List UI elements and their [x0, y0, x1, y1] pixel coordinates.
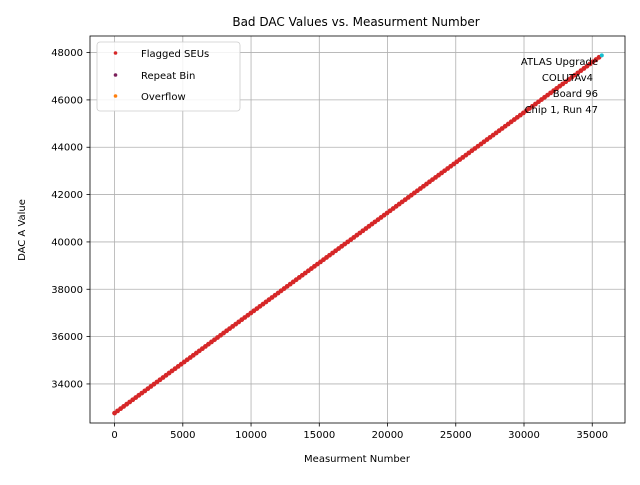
legend-marker-flagged-seus	[113, 51, 118, 55]
x-tick-label: 15000	[303, 430, 335, 441]
legend-label-overflow: Overflow	[141, 92, 186, 103]
annotation-line-4: Chip 1, Run 47	[525, 105, 598, 116]
x-axis-label: Measurment Number	[304, 454, 411, 465]
x-tick-label: 10000	[235, 430, 267, 441]
y-tick-label: 44000	[51, 143, 83, 154]
legend-marker-overflow	[113, 94, 118, 98]
y-tick-label: 34000	[51, 379, 83, 390]
x-tick-label: 20000	[372, 430, 404, 441]
y-tick-label: 36000	[51, 332, 83, 343]
tick-layer: 0 5000 10000 15000 20000 25000 30000 35000 34000…	[51, 48, 608, 441]
y-tick-label: 48000	[51, 48, 83, 59]
annotation-line-3: Board 96	[553, 89, 598, 100]
grid-layer	[90, 36, 625, 423]
plot-frame	[89, 35, 626, 424]
legend-box	[96, 41, 241, 112]
legend-marker-repeat-bin	[113, 73, 118, 77]
y-tick-label: 40000	[51, 237, 83, 248]
x-tick-label: 25000	[440, 430, 472, 441]
legend: Flagged SEUs Repeat Bin Overflow	[96, 41, 241, 112]
annotation-line-2: COLUTAv4	[542, 73, 593, 84]
y-axis-label: DAC A Value	[17, 199, 28, 261]
x-tick-label: 5000	[170, 430, 195, 441]
y-tick-label: 38000	[51, 285, 83, 296]
x-tick-label: 0	[111, 430, 117, 441]
annotation: ATLAS Upgrade COLUTAv4 Board 96 Chip 1, …	[521, 57, 598, 116]
legend-label-flagged-seus: Flagged SEUs	[141, 49, 209, 60]
data-point	[599, 53, 604, 58]
x-tick-label: 35000	[576, 430, 608, 441]
y-tick-label: 46000	[51, 95, 83, 106]
chart-title: Bad DAC Values vs. Measurment Number	[232, 15, 479, 29]
data-layer	[112, 53, 604, 416]
x-tick-label: 30000	[508, 430, 540, 441]
annotation-line-1: ATLAS Upgrade	[521, 57, 598, 68]
legend-label-repeat-bin: Repeat Bin	[141, 71, 195, 82]
y-tick-label: 42000	[51, 190, 83, 201]
